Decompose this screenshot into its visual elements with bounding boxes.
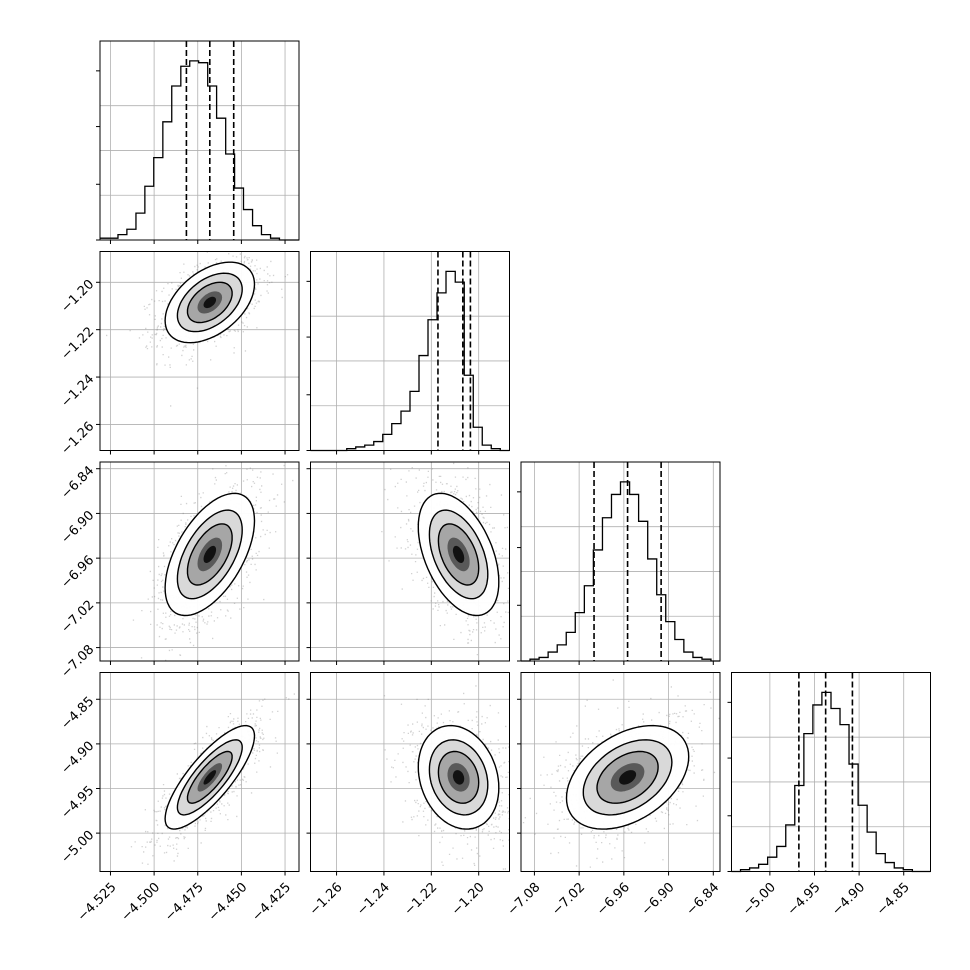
joint-content [310, 462, 510, 661]
joint-content [100, 672, 299, 872]
y-tick-label: −6.90 [59, 508, 98, 547]
panel-frame [99, 251, 300, 451]
joint-panel-2-4 [306, 672, 510, 876]
x-tick-label: −4.450 [206, 880, 251, 925]
panel-frame [310, 461, 510, 662]
panel-frame [520, 672, 721, 872]
y-tick-label: −1.24 [59, 372, 98, 411]
contour-line-2 [176, 272, 243, 333]
contour-line-1 [417, 492, 500, 617]
contour-line-2 [176, 739, 243, 816]
panel-frame [731, 672, 931, 872]
contour-line-1 [565, 724, 690, 830]
panel-frame [99, 672, 300, 872]
contour-line-3 [596, 750, 659, 804]
y-tick-label: −7.02 [59, 598, 98, 637]
x-tick-label: −4.85 [874, 880, 913, 919]
contour-line-3 [186, 750, 233, 804]
y-tick-label: −4.90 [59, 739, 98, 778]
joint-content [100, 462, 299, 661]
marginal-panel-2 [306, 251, 510, 455]
y-tick-label: −1.26 [59, 419, 98, 458]
x-tick-label: −1.20 [449, 880, 488, 919]
joint-content [521, 672, 720, 872]
y-tick-label: −1.20 [59, 277, 98, 316]
panel-frame [99, 40, 300, 241]
contour-line-3 [437, 750, 480, 804]
joint-content [310, 672, 510, 872]
x-tick-label: −7.02 [549, 880, 588, 919]
marginal-panel-1 [96, 40, 300, 244]
density-level-5 [203, 296, 217, 309]
contour-line-3 [437, 523, 480, 586]
density-level-5 [203, 770, 217, 785]
x-tick-label: −4.425 [249, 880, 294, 925]
y-tick-label: −1.22 [59, 324, 98, 363]
marginal-panel-4 [727, 672, 931, 876]
contour-line-1 [164, 261, 256, 344]
x-tick-label: −1.22 [402, 880, 441, 919]
histogram-steps [100, 60, 299, 241]
histogram-steps [521, 481, 720, 662]
x-tick-label: −1.24 [354, 880, 393, 919]
x-tick-label: −1.26 [307, 880, 346, 919]
y-tick-label: −6.96 [59, 553, 98, 592]
density-level-5 [619, 770, 637, 785]
density-level-5 [452, 770, 465, 785]
x-tick-label: −6.84 [684, 880, 723, 919]
histogram-steps [310, 270, 510, 452]
panel-frame [520, 461, 721, 662]
marginal-panel-3 [517, 461, 721, 665]
x-tick-label: −4.500 [119, 880, 164, 925]
joint-panel-3-4 [517, 672, 721, 876]
contour-line-1 [164, 724, 256, 830]
histogram-steps [731, 691, 931, 873]
contour-line-2 [428, 509, 489, 600]
contour-line-1 [417, 724, 500, 830]
density-level-5 [203, 545, 217, 563]
contour-line-1 [164, 492, 256, 617]
y-tick-label: −4.95 [59, 783, 98, 822]
panel-frame [310, 251, 510, 451]
joint-panel-1-3 [96, 461, 300, 665]
x-tick-label: −4.95 [785, 880, 824, 919]
x-tick-label: −4.90 [829, 880, 868, 919]
x-tick-label: −6.96 [594, 880, 633, 919]
joint-panel-1-4 [96, 672, 300, 876]
contour-line-2 [176, 509, 243, 600]
panel-frame [310, 672, 510, 872]
x-tick-label: −4.525 [75, 880, 120, 925]
y-tick-label: −5.00 [59, 828, 98, 867]
panel-frame [99, 461, 300, 662]
contour-line-3 [186, 523, 233, 586]
x-tick-label: −4.475 [162, 880, 207, 925]
contour-line-2 [582, 739, 673, 816]
joint-panel-1-2 [96, 251, 300, 455]
joint-panel-2-3 [306, 461, 510, 665]
y-tick-label: −6.84 [59, 463, 98, 502]
y-tick-label: −4.85 [59, 694, 98, 733]
x-tick-label: −7.08 [505, 880, 544, 919]
joint-content [100, 251, 299, 451]
density-level-5 [452, 545, 465, 563]
contour-line-3 [186, 281, 233, 324]
y-tick-label: −7.08 [59, 642, 98, 681]
x-tick-label: −6.90 [639, 880, 678, 919]
x-tick-label: −5.00 [740, 880, 779, 919]
contour-line-2 [428, 739, 489, 816]
